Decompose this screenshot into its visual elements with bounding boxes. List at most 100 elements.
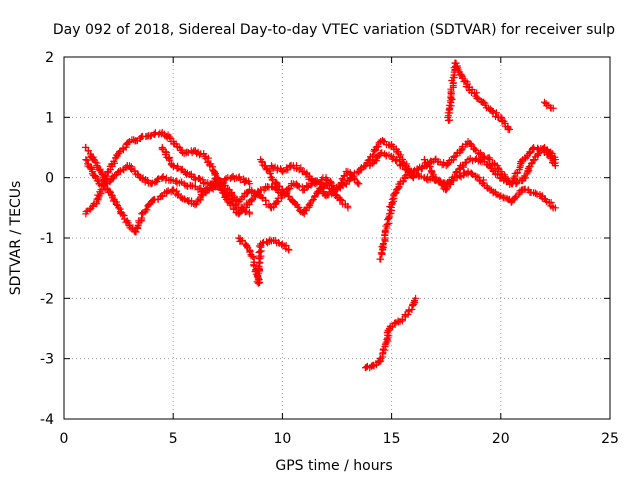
trace-marker — [364, 157, 372, 165]
trace-marker — [119, 144, 127, 152]
data-point — [246, 180, 254, 188]
trace-marker — [515, 190, 523, 198]
trace-marker — [408, 305, 416, 313]
y-tick-label: 0 — [45, 171, 54, 187]
y-tick-label: 1 — [45, 110, 54, 126]
trace-marker — [89, 201, 97, 209]
trace-marker — [468, 85, 476, 93]
axis-ticks: 0 5 10 15 20 25 -4 -3 -2 -1 0 1 2 — [40, 50, 619, 447]
trace-marker — [165, 155, 173, 163]
trace-marker — [455, 165, 463, 173]
trace-marker — [401, 172, 409, 180]
trace-marker — [159, 173, 167, 181]
data-point — [549, 104, 557, 112]
trace-marker — [374, 143, 382, 151]
trace-marker — [391, 189, 399, 197]
y-tick-label: -4 — [40, 412, 54, 428]
trace-marker — [501, 173, 509, 181]
trace-marker — [467, 169, 475, 177]
trace-marker — [285, 192, 293, 200]
trace-marker — [511, 193, 519, 201]
trace-marker — [486, 155, 494, 163]
trace-marker — [166, 156, 174, 164]
y-tick-label: -3 — [40, 352, 54, 368]
y-tick-label: -2 — [40, 291, 54, 307]
plot-area — [63, 56, 611, 420]
data-point — [344, 204, 352, 212]
trace-marker — [378, 243, 386, 251]
data-point — [82, 156, 90, 164]
x-tick-label: 0 — [60, 431, 69, 447]
trace-marker — [162, 132, 170, 140]
trace-marker — [280, 188, 288, 196]
trace-marker — [335, 183, 343, 191]
data-point — [475, 150, 483, 158]
trace-marker — [336, 195, 344, 203]
x-axis-label: GPS time / hours — [275, 458, 392, 474]
trace-marker — [249, 252, 257, 260]
trace-marker — [316, 179, 324, 187]
trace-marker — [124, 138, 132, 146]
trace-marker — [243, 242, 251, 250]
trace-marker — [468, 170, 476, 178]
trace-marker — [378, 249, 386, 257]
data-point — [180, 195, 188, 203]
trace-marker — [266, 169, 274, 177]
trace-marker — [236, 176, 244, 184]
trace-marker — [146, 132, 154, 140]
x-tick-label: 20 — [492, 431, 510, 447]
trace-marker — [434, 177, 442, 185]
x-tick-label: 25 — [601, 431, 619, 447]
trace-marker — [159, 192, 167, 200]
trace-marker — [339, 176, 347, 184]
data-point — [409, 168, 417, 176]
data-point — [551, 162, 559, 170]
trace-marker — [238, 237, 246, 245]
trace-marker — [294, 182, 302, 190]
trace-marker — [195, 174, 203, 182]
trace-marker — [400, 161, 408, 169]
trace-marker — [362, 363, 370, 371]
data-point — [540, 98, 548, 106]
trace-marker — [138, 175, 146, 183]
trace-marker — [426, 163, 434, 171]
trace-marker — [322, 176, 330, 184]
trace-marker — [177, 194, 185, 202]
data-point — [278, 168, 286, 176]
trace-marker — [386, 141, 394, 149]
data-point — [506, 125, 514, 133]
y-tick-label: -1 — [40, 231, 54, 247]
trace-marker — [297, 164, 305, 172]
trace-marker — [235, 173, 243, 181]
data-point — [285, 246, 293, 254]
trace-marker — [342, 180, 350, 188]
trace-marker — [492, 109, 500, 117]
trace-marker — [247, 196, 255, 204]
trace-marker — [531, 189, 539, 197]
data-points — [82, 59, 559, 372]
trace-marker — [497, 113, 505, 121]
trace-marker — [235, 197, 243, 205]
trace-marker — [197, 184, 205, 192]
trace-marker — [308, 197, 316, 205]
trace-marker — [494, 164, 502, 172]
trace-marker — [326, 177, 334, 185]
trace-marker — [471, 145, 479, 153]
trace-marker — [127, 164, 135, 172]
trace-marker — [274, 182, 282, 190]
trace-marker — [174, 164, 182, 172]
trace-marker — [451, 173, 459, 181]
trace-marker — [194, 197, 202, 205]
trace-marker — [83, 156, 91, 164]
data-point — [551, 204, 559, 212]
trace-marker — [110, 157, 118, 165]
trace-marker — [220, 179, 228, 187]
trace-marker — [243, 190, 251, 198]
trace-marker — [385, 332, 393, 340]
trace-marker — [450, 173, 458, 181]
trace-marker — [240, 178, 248, 186]
data-point — [442, 186, 450, 194]
trace-marker — [143, 206, 151, 214]
x-tick-label: 5 — [169, 431, 178, 447]
